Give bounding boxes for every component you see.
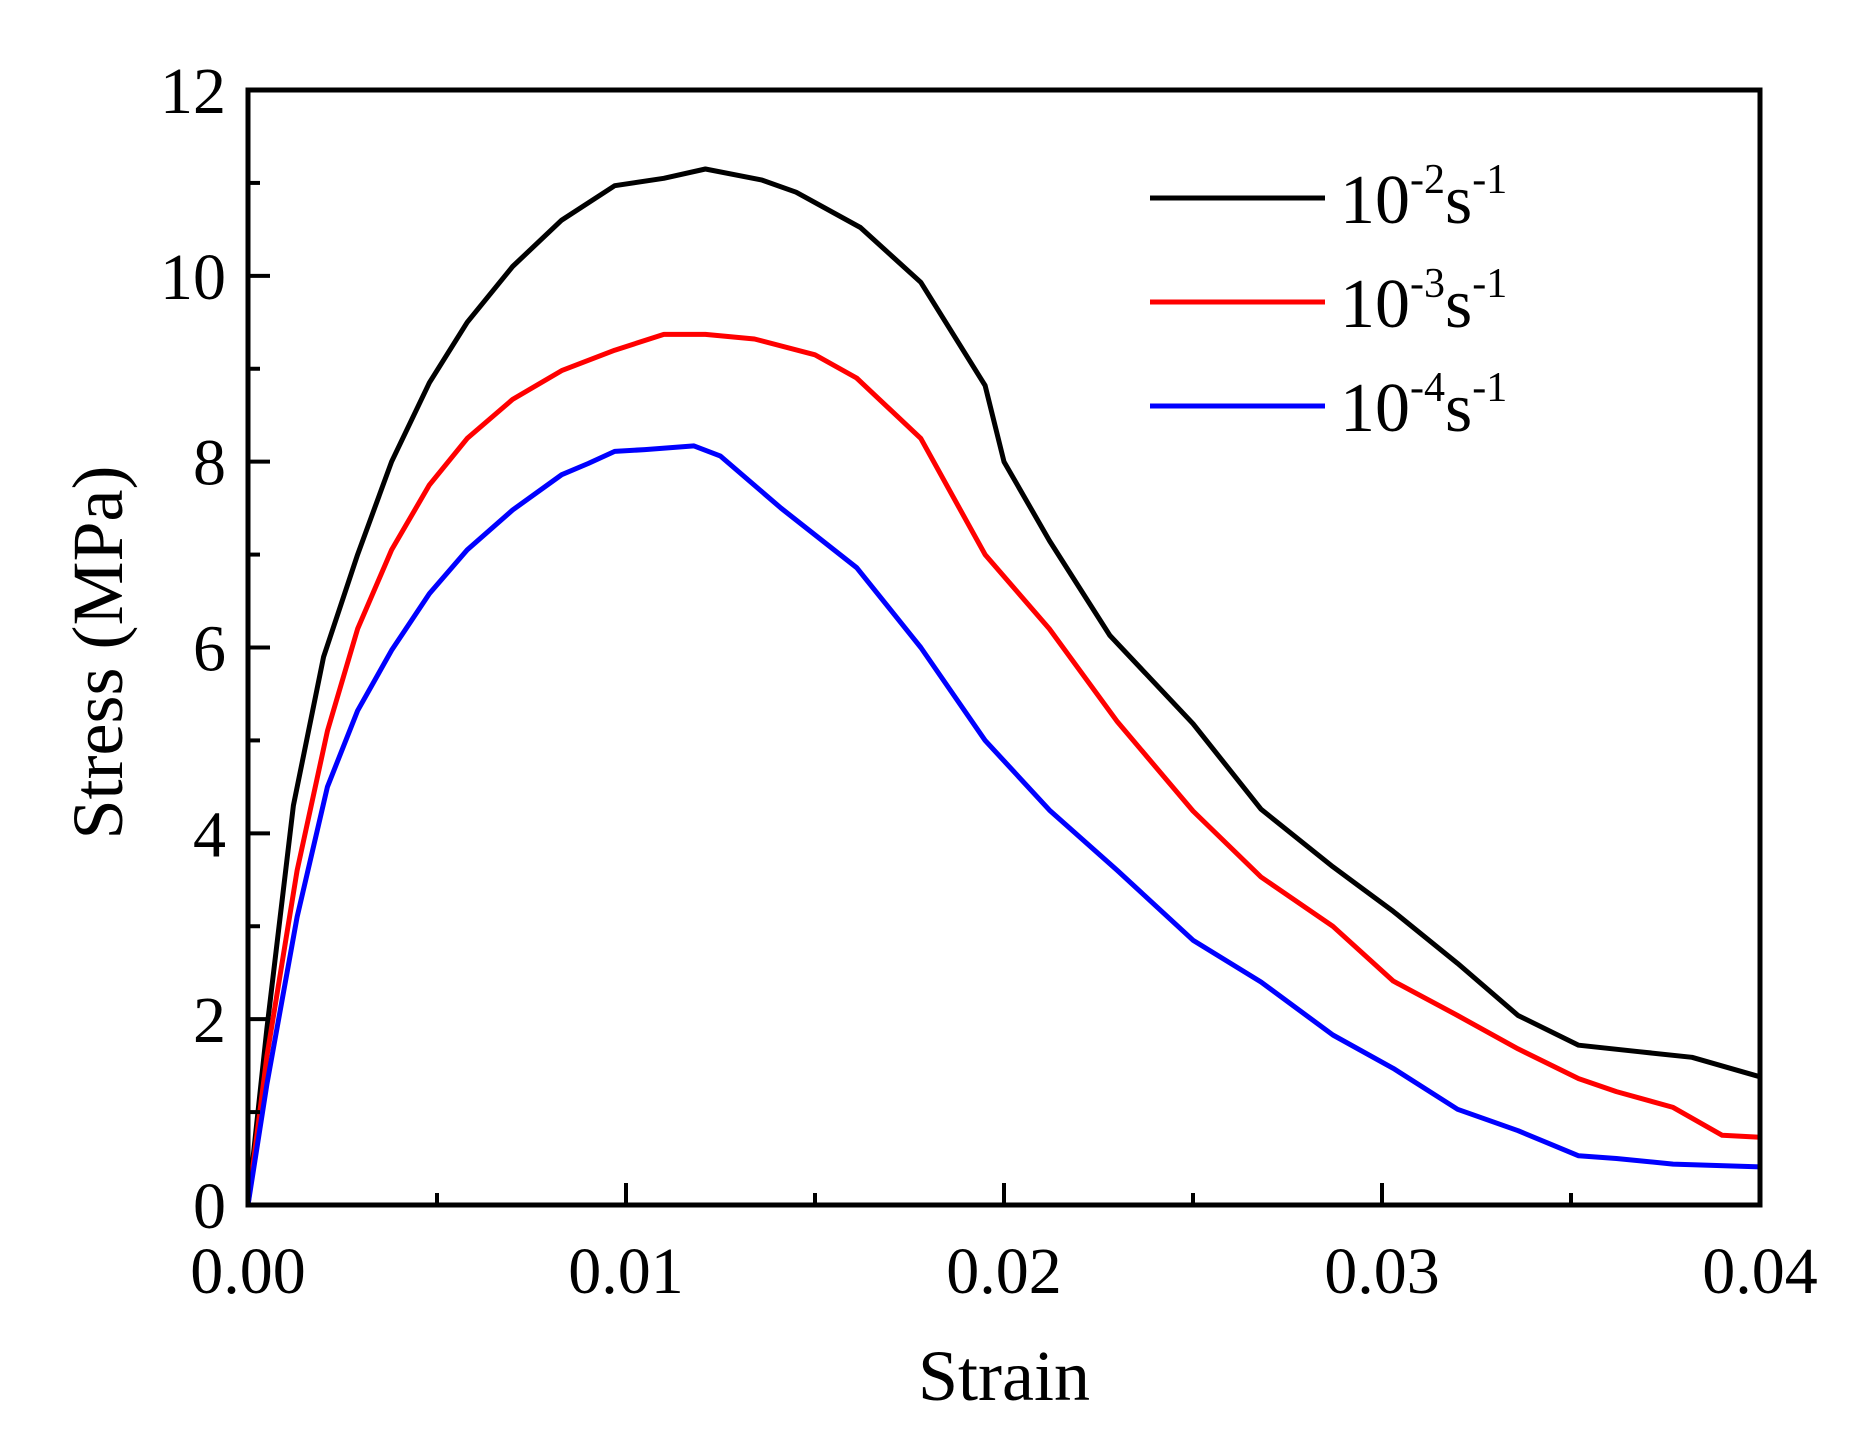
y-tick-label: 8 [193, 427, 226, 500]
x-tick-label: 0.00 [190, 1235, 306, 1308]
series-line-3 [245, 443, 1761, 1206]
y-tick-label: 6 [193, 613, 226, 686]
x-tick-label: 0.01 [568, 1235, 684, 1308]
y-tick-label: 4 [193, 798, 226, 871]
legend-label-3: 10-4s-1 [1340, 365, 1507, 447]
series-line-2 [245, 331, 1761, 1206]
ticks-group: 0.00 0.01 0.02 0.03 0.04 0 2 4 6 8 10 12 [160, 55, 1818, 1308]
y-tick-label: 2 [193, 984, 226, 1057]
legend-label-2: 10-3s-1 [1340, 261, 1507, 343]
x-axis-title: Strain [918, 1336, 1090, 1416]
plot-frame [245, 87, 1763, 1208]
series-group [245, 166, 1761, 1206]
x-tick-label: 0.02 [946, 1235, 1062, 1308]
series-line-1 [245, 166, 1761, 1206]
y-tick-label: 10 [160, 241, 226, 314]
y-tick-label: 12 [160, 55, 226, 128]
legend-label-1: 10-2s-1 [1340, 157, 1507, 239]
y-tick-label: 0 [193, 1170, 226, 1243]
x-tick-label: 0.04 [1702, 1235, 1818, 1308]
legend: 10-2s-1 10-3s-1 10-4s-1 [1150, 157, 1507, 447]
y-axis-title: Stress (MPa) [58, 466, 138, 840]
x-tick-label: 0.03 [1324, 1235, 1440, 1308]
